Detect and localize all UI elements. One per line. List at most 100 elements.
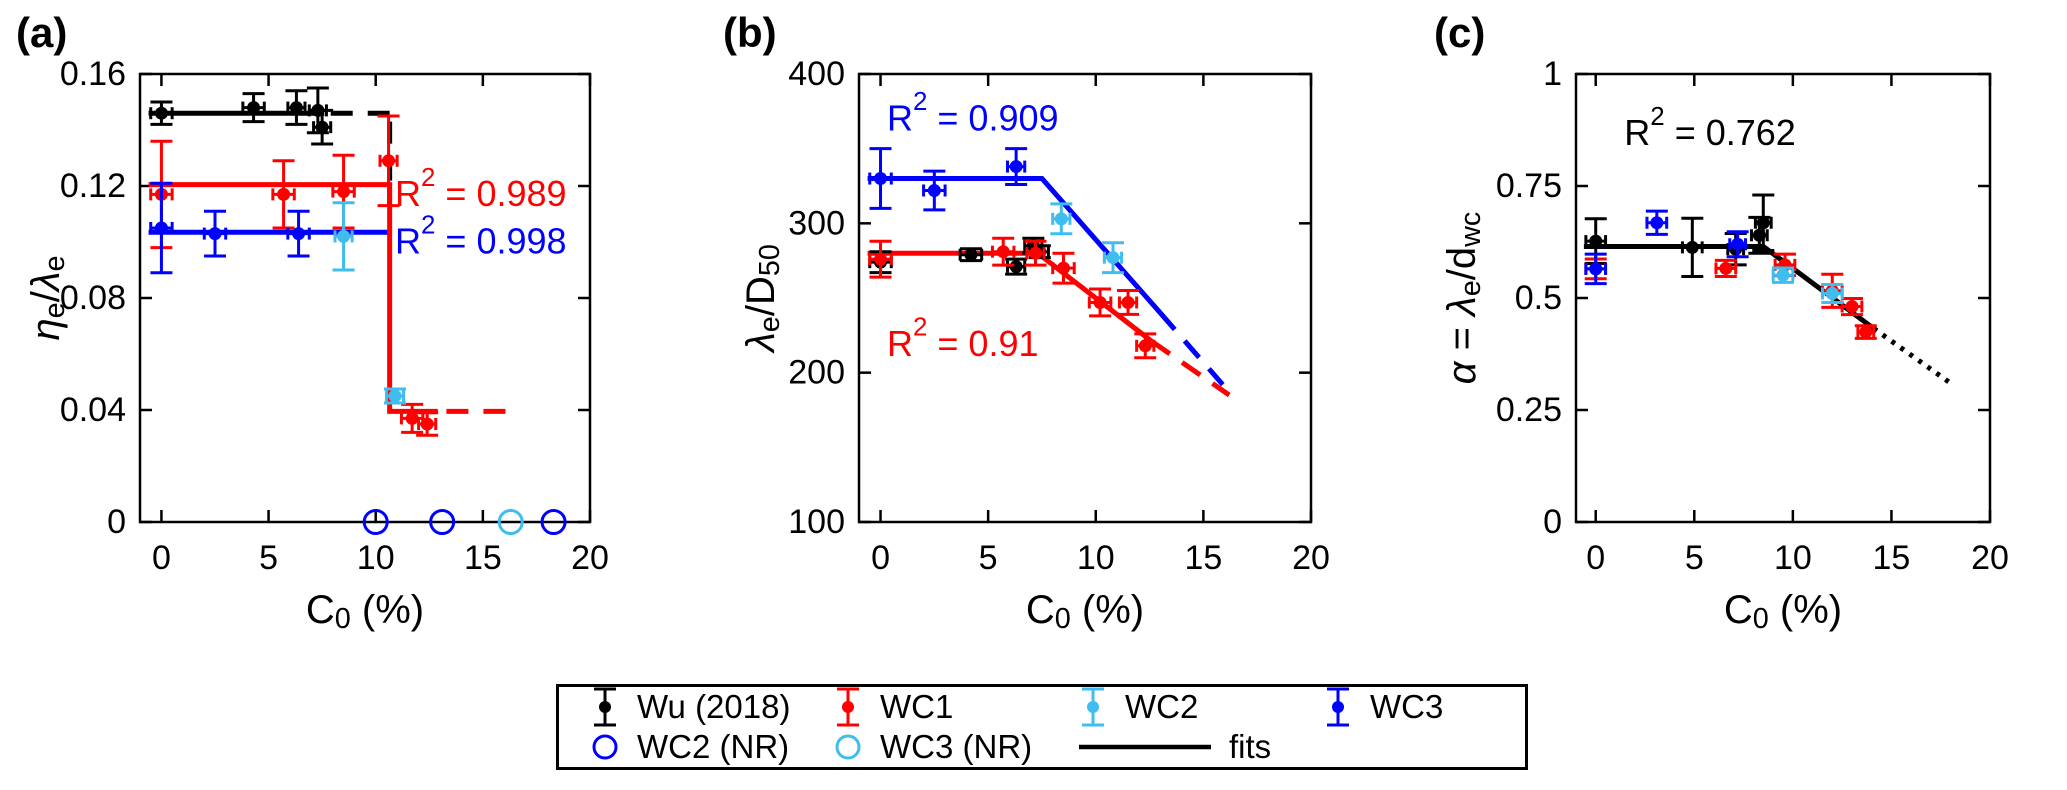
data-point bbox=[1825, 287, 1839, 301]
legend-label: WC2 bbox=[1125, 688, 1199, 725]
panel-letter: (b) bbox=[723, 9, 777, 56]
x-tick-label: 5 bbox=[979, 539, 998, 577]
x-tick-label: 15 bbox=[464, 539, 502, 577]
panel-c-alpha: 0 5 10 15 20 0 0.25 0.5 0.75 1 R2 = 0.762 C0 (%) α =… bbox=[1378, 0, 2067, 645]
data-point bbox=[382, 154, 396, 168]
data-point bbox=[1009, 160, 1023, 174]
x-axis-label: C0 (%) bbox=[1026, 588, 1144, 635]
r-squared-annotation: R2 = 0.91 bbox=[887, 314, 1039, 364]
series-wu-2018- bbox=[1584, 193, 1775, 278]
x-tick-label: 0 bbox=[871, 539, 890, 577]
axes-box: 0 5 10 15 20 0 0.25 0.5 0.75 1 bbox=[1496, 55, 2009, 577]
x-tick-label: 10 bbox=[357, 539, 395, 577]
panel-a-eta-over-lambda: 0 5 10 15 20 0 0.04 0.08 0.12 0.16 R2 = 0.989 R2 = … bbox=[0, 0, 689, 645]
data-point bbox=[1650, 216, 1664, 230]
data-point bbox=[1056, 261, 1070, 275]
axes-box: 0 5 10 15 20 100 200 300 400 bbox=[788, 55, 1330, 577]
data-point bbox=[1756, 216, 1770, 230]
errorbar-marker-icon bbox=[837, 687, 859, 727]
fit-line-red-solid bbox=[148, 182, 438, 414]
data-point bbox=[154, 221, 168, 235]
series-wc1 bbox=[868, 236, 1157, 360]
x-tick-label: 5 bbox=[1685, 539, 1704, 577]
y-tick-label: 0.12 bbox=[60, 167, 126, 205]
y-tick-label: 0.04 bbox=[60, 391, 126, 429]
series-wc3 bbox=[149, 181, 311, 275]
r-squared-annotation: R2 = 0.998 bbox=[395, 211, 567, 261]
data-point bbox=[874, 252, 888, 266]
fit-line-red-dashed bbox=[1150, 339, 1231, 398]
nr-circle-blue bbox=[429, 509, 456, 535]
y-tick-label: 0 bbox=[1543, 503, 1562, 541]
errorbar-marker-icon bbox=[1082, 687, 1104, 727]
y-tick-label: 300 bbox=[788, 204, 845, 242]
data-point bbox=[1845, 300, 1859, 314]
x-tick-label: 15 bbox=[1873, 539, 1911, 577]
data-point bbox=[315, 120, 329, 134]
data-point bbox=[337, 185, 351, 199]
data-point bbox=[277, 187, 291, 201]
y-tick-label: 200 bbox=[788, 354, 845, 392]
data-point bbox=[1685, 240, 1699, 254]
data-point bbox=[1719, 261, 1733, 275]
data-point bbox=[1138, 339, 1152, 353]
series-wu-2018- bbox=[149, 86, 334, 146]
data-point bbox=[405, 411, 419, 425]
data-point bbox=[1106, 251, 1120, 265]
errorbar-marker-icon bbox=[594, 687, 616, 727]
x-tick-label: 10 bbox=[1774, 539, 1812, 577]
x-tick-label: 10 bbox=[1077, 539, 1115, 577]
y-axis-label: ηe/λe bbox=[24, 255, 71, 340]
series-wc2 bbox=[332, 201, 406, 405]
y-tick-label: 100 bbox=[788, 503, 845, 541]
data-point bbox=[208, 227, 222, 241]
data-point bbox=[247, 101, 261, 115]
fit-line-marker-icon bbox=[1079, 744, 1211, 750]
x-axis-label: C0 (%) bbox=[1724, 588, 1842, 635]
data-point bbox=[1776, 268, 1790, 282]
open-circle-marker-icon bbox=[835, 734, 861, 760]
legend-entry-wu-2018-: Wu (2018) bbox=[587, 687, 830, 727]
data-point bbox=[1054, 212, 1068, 226]
x-axis-label: C0 (%) bbox=[306, 588, 424, 635]
x-tick-label: 20 bbox=[571, 539, 609, 577]
legend-label: fits bbox=[1229, 728, 1272, 765]
data-point bbox=[292, 227, 306, 241]
chart-c: 0 5 10 15 20 0 0.25 0.5 0.75 1 R2 = 0.762 C0 (%) α =… bbox=[1434, 9, 2009, 635]
series-wc3 bbox=[868, 147, 1028, 212]
panel-b-lambda-over-d50: 0 5 10 15 20 100 200 300 400 R2 = 0.909 R2 = 0.91 C… bbox=[689, 0, 1378, 645]
fit-line-black-dotted bbox=[1872, 326, 1951, 384]
legend-label: WC3 (NR) bbox=[880, 728, 1033, 765]
y-tick-label: 0.75 bbox=[1496, 167, 1562, 205]
series-wu-2018- bbox=[868, 236, 1051, 276]
chart-b: 0 5 10 15 20 100 200 300 400 R2 = 0.909 R2 = 0.91 C… bbox=[723, 9, 1330, 635]
y-tick-label: 0.5 bbox=[1515, 279, 1562, 317]
data-point bbox=[154, 106, 168, 120]
data-point bbox=[927, 183, 941, 197]
legend-label: WC3 bbox=[1370, 688, 1444, 725]
data-point bbox=[1589, 234, 1603, 248]
panel-letter: (c) bbox=[1434, 9, 1485, 56]
data-point bbox=[1093, 295, 1107, 309]
axes-box: 0 5 10 15 20 0 0.04 0.08 0.12 0.16 bbox=[60, 55, 609, 577]
legend-entry-wc2-nr-: WC2 (NR) bbox=[587, 727, 830, 767]
nr-circle-blue bbox=[540, 509, 567, 535]
series-wc2 bbox=[1771, 266, 1844, 304]
x-tick-label: 5 bbox=[259, 539, 278, 577]
data-point bbox=[289, 101, 303, 115]
data-point bbox=[420, 417, 434, 431]
fit-line-blue-dashed bbox=[1158, 311, 1225, 387]
fit-line-blue-solid bbox=[867, 176, 1163, 315]
legend-label: WC2 (NR) bbox=[637, 728, 790, 765]
nr-circle-blue bbox=[362, 509, 389, 535]
panel-letter: (a) bbox=[16, 9, 67, 56]
y-tick-label: 400 bbox=[788, 55, 845, 93]
data-point bbox=[1009, 260, 1023, 274]
data-point bbox=[1121, 295, 1135, 309]
data-point bbox=[874, 172, 888, 186]
data-point bbox=[1028, 246, 1042, 260]
legend-label: Wu (2018) bbox=[637, 688, 791, 725]
legend-label: WC1 bbox=[880, 688, 954, 725]
